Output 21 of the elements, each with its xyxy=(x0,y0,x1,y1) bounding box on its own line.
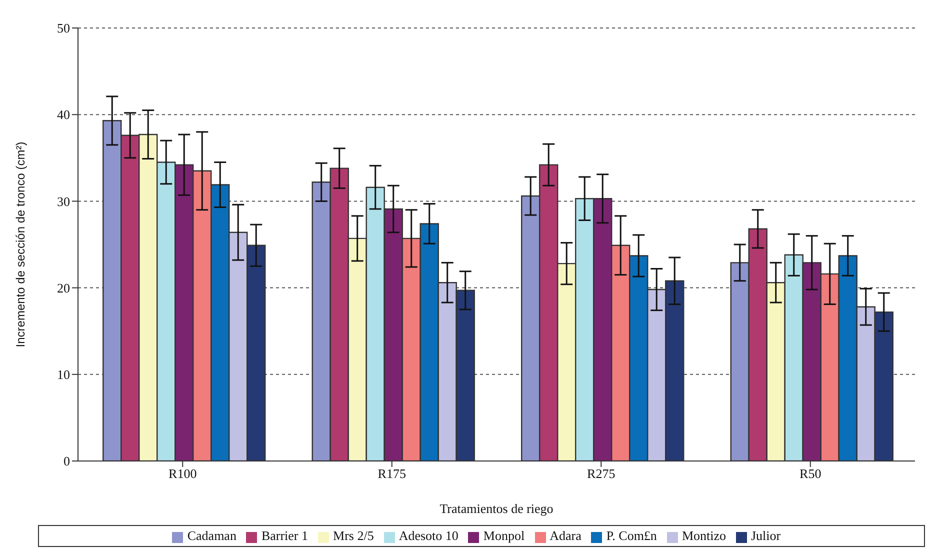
x-tick-label: R175 xyxy=(378,466,406,482)
legend-label: Adara xyxy=(550,528,582,543)
legend-label: Julior xyxy=(751,528,781,543)
y-tick-label: 30 xyxy=(57,194,70,209)
y-tick-label: 10 xyxy=(57,367,70,382)
y-axis-title: Incremento de sección de tronco (cm²) xyxy=(13,142,28,348)
legend-label: Adesoto 10 xyxy=(398,528,458,543)
y-tick-label: 40 xyxy=(57,107,70,122)
legend-label: Barrier 1 xyxy=(261,528,308,543)
legend-label: Cadaman xyxy=(187,528,236,543)
legend-label: P. Com£n xyxy=(606,528,657,543)
x-tick-label: R100 xyxy=(168,466,197,482)
x-axis-title: Tratamientos de riego xyxy=(440,501,554,516)
y-tick-label: 20 xyxy=(57,280,70,296)
legend-label: Mrs 2/5 xyxy=(333,528,374,543)
x-tick-label: R275 xyxy=(587,466,616,482)
x-tick-label: R50 xyxy=(800,466,822,482)
legend-label: Monpol xyxy=(483,528,525,543)
y-tick-label: 0 xyxy=(64,454,70,469)
y-tick-label: 50 xyxy=(57,20,70,36)
legend-label: Montizo xyxy=(682,528,726,543)
